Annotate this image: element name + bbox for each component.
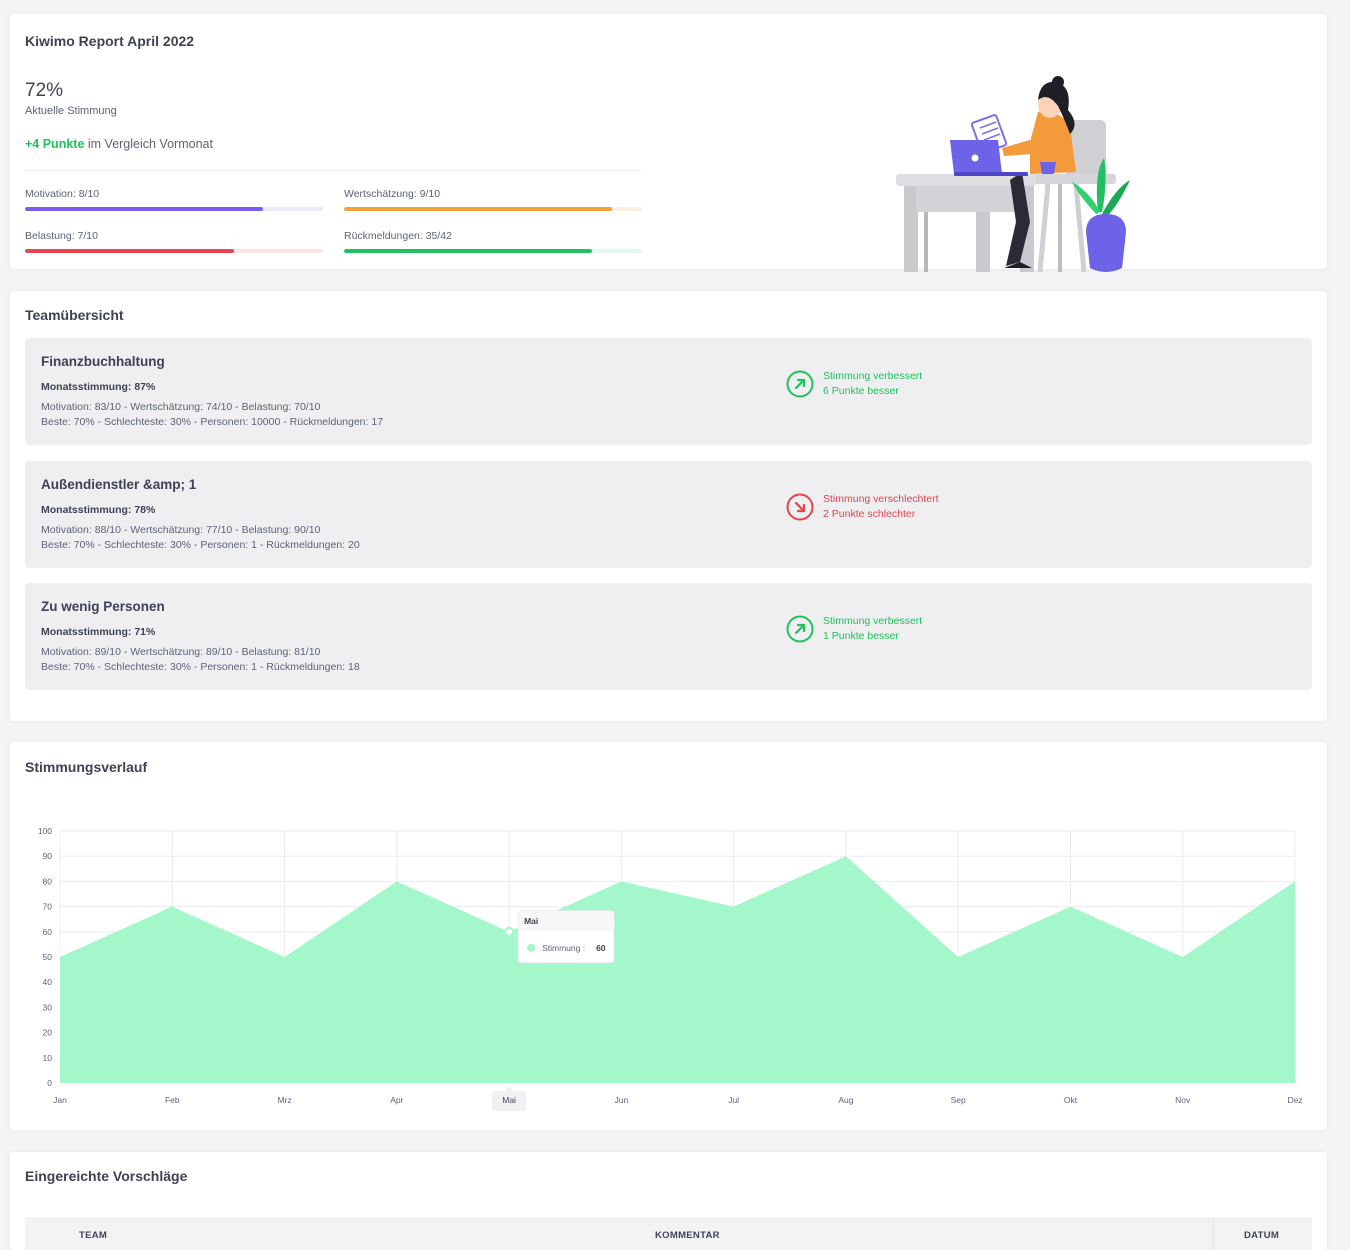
summary-card: Kiwimo Report April 2022 72% Aktuelle St… [10, 14, 1327, 272]
x-tick-label: Aug [838, 1095, 853, 1105]
metric-track [25, 249, 323, 253]
trend-down-icon [786, 493, 814, 521]
x-tick-label: Jun [615, 1095, 629, 1105]
x-tick-label: Sep [951, 1095, 966, 1105]
metric-label: Wertschätzung: 9/10 [344, 188, 441, 200]
tooltip-value: 60 [596, 943, 606, 953]
mood-area-chart[interactable]: 0 10 20 30 40 50 60 70 80 90 100 Jan Feb Mrz Apr Mai Jun… [10, 742, 1327, 1130]
team-overview-card: Teamübersicht Finanzbuchhaltung Monatsst… [10, 291, 1327, 721]
tooltip-header-bg [518, 910, 615, 931]
metric-label: Belastung: 7/10 [25, 230, 98, 242]
trend-points: 6 Punkte besser [823, 385, 899, 397]
column-header-comment[interactable]: KOMMENTAR [655, 1230, 720, 1241]
team-item[interactable]: Finanzbuchhaltung Monatsstimmung: 87% Mo… [25, 338, 1312, 445]
metric-belastung: Belastung: 7/10 [25, 230, 323, 253]
x-tick-label: Mrz [277, 1095, 291, 1105]
suggestions-table-header: TEAM KOMMENTAR DATUM [25, 1218, 1312, 1250]
trend-text: Stimmung verschlechtert 2 Punkte schlech… [823, 492, 939, 522]
team-metrics: Motivation: 88/10 - Wertschätzung: 77/10… [41, 524, 321, 536]
metric-track [344, 249, 642, 253]
x-crosshair-label-arrow [504, 1086, 515, 1091]
team-stats: Beste: 70% - Schlechteste: 30% - Persone… [41, 661, 360, 673]
team-overview-title: Teamübersicht [25, 307, 124, 323]
metric-fill [25, 249, 234, 253]
column-divider [1213, 1219, 1214, 1250]
tooltip-series-marker [527, 943, 536, 952]
team-name: Finanzbuchhaltung [41, 354, 165, 369]
metric-motivation: Motivation: 8/10 [25, 188, 323, 211]
metric-label: Motivation: 8/10 [25, 188, 100, 200]
woman-at-desk-illustration [896, 76, 1130, 272]
y-tick-label: 50 [43, 952, 53, 962]
team-stats: Beste: 70% - Schlechteste: 30% - Persone… [41, 416, 384, 428]
mood-history-title: Stimmungsverlauf [25, 759, 148, 775]
current-mood-percent: 72% [25, 80, 64, 101]
metric-label: Rückmeldungen: 35/42 [344, 230, 452, 242]
series-area-stimmung [60, 856, 1295, 1083]
y-tick-label: 40 [43, 977, 53, 987]
x-tick-label: Jul [728, 1095, 739, 1105]
team-month-mood: Monatsstimmung: 87% [41, 381, 156, 393]
mood-history-card: 0 10 20 30 40 50 60 70 80 90 100 Jan Feb Mrz Apr Mai Jun… [10, 742, 1327, 1130]
trend-text: Stimmung verbessert 6 Punkte besser [823, 369, 922, 399]
trend-up-icon [786, 370, 814, 398]
y-tick-label: 70 [43, 902, 53, 912]
metric-track [344, 207, 642, 211]
x-crosshair-label-bg [492, 1091, 527, 1111]
mood-delta-text: im Vergleich Vormonat [84, 137, 213, 151]
y-tick-label: 100 [38, 826, 52, 836]
metric-fill [344, 207, 613, 211]
trend-title: Stimmung verbessert [823, 370, 923, 382]
x-tick-label: Jan [53, 1095, 67, 1105]
suggestions-card: Eingereichte Vorschläge TEAM KOMMENTAR D… [10, 1152, 1327, 1250]
hover-point [504, 926, 515, 937]
team-stats: Beste: 70% - Schlechteste: 30% - Persone… [41, 539, 360, 551]
team-item[interactable]: Außendienstler &amp; 1 Monatsstimmung: 7… [25, 461, 1312, 568]
x-tick-label: Okt [1064, 1095, 1078, 1105]
x-tick-label: Dez [1287, 1095, 1302, 1105]
metric-track [25, 207, 323, 211]
y-tick-label: 80 [43, 876, 53, 886]
y-tick-label: 90 [43, 851, 53, 861]
x-tick-label: Mai [502, 1095, 516, 1105]
x-tick-label: Apr [390, 1095, 403, 1105]
trend-points: 2 Punkte schlechter [823, 508, 916, 520]
column-header-team[interactable]: TEAM [79, 1230, 108, 1241]
suggestions-title: Eingereichte Vorschläge [25, 1168, 188, 1184]
metric-rueckmeldungen: Rückmeldungen: 35/42 [344, 230, 642, 253]
y-tick-label: 0 [47, 1078, 52, 1088]
tooltip-series-label: Stimmung : [542, 943, 585, 953]
metric-fill [344, 249, 593, 253]
team-name: Außendienstler &amp; 1 [41, 477, 197, 492]
y-tick-label: 20 [43, 1028, 53, 1038]
x-tick-label: Feb [165, 1095, 180, 1105]
report-title: Kiwimo Report April 2022 [25, 33, 195, 49]
trend-title: Stimmung verschlechtert [823, 493, 939, 505]
trend-text: Stimmung verbessert 1 Punkte besser [823, 614, 922, 644]
metric-fill [25, 207, 264, 211]
trend-points: 1 Punkte besser [823, 630, 899, 642]
team-month-mood: Monatsstimmung: 78% [41, 504, 156, 516]
metric-wertschaetzung: Wertschätzung: 9/10 [344, 188, 642, 211]
summary-divider [25, 170, 641, 171]
team-item[interactable]: Zu wenig Personen Monatsstimmung: 71% Mo… [25, 583, 1312, 690]
mood-delta: +4 Punkte im Vergleich Vormonat [25, 137, 213, 151]
x-tick-label: Nov [1175, 1095, 1191, 1105]
trend-title: Stimmung verbessert [823, 615, 923, 627]
y-tick-label: 10 [43, 1053, 53, 1063]
y-tick-label: 60 [43, 927, 53, 937]
team-metrics: Motivation: 89/10 - Wertschätzung: 89/10… [41, 646, 321, 658]
y-tick-label: 30 [43, 1002, 53, 1012]
column-header-date[interactable]: DATUM [1244, 1230, 1280, 1241]
current-mood-caption: Aktuelle Stimmung [25, 105, 117, 117]
team-name: Zu wenig Personen [41, 599, 165, 614]
team-month-mood: Monatsstimmung: 71% [41, 626, 156, 638]
mood-delta-points: +4 Punkte [25, 137, 85, 151]
tooltip-title: Mai [524, 916, 538, 926]
team-metrics: Motivation: 83/10 - Wertschätzung: 74/10… [41, 401, 321, 413]
trend-up-icon [786, 615, 814, 643]
